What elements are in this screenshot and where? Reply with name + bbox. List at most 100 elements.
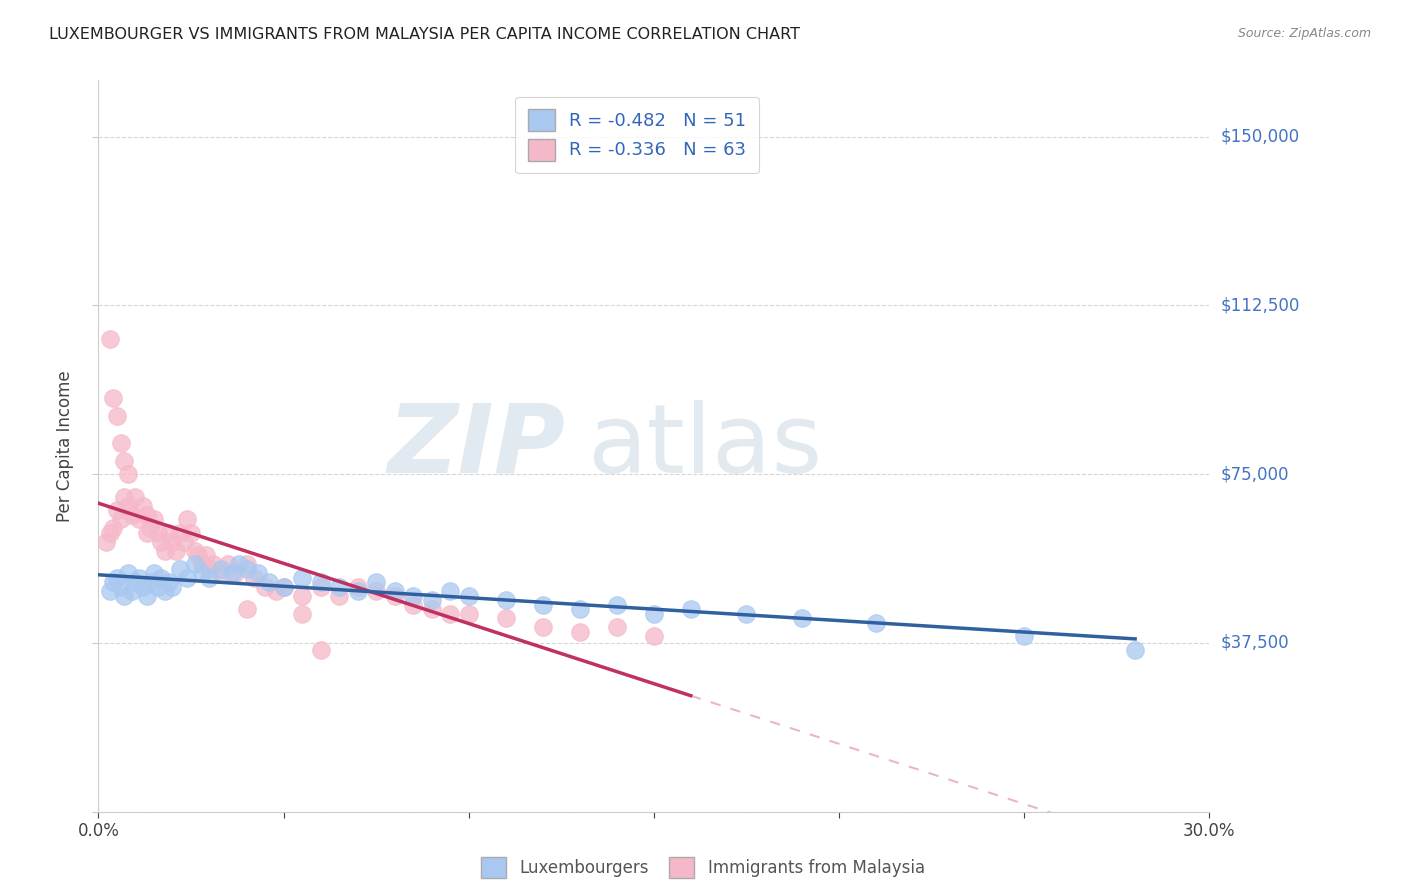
Point xyxy=(235,602,257,616)
Text: Source: ZipAtlas.com: Source: ZipAtlas.com xyxy=(1237,27,1371,40)
Point xyxy=(162,580,184,594)
Point xyxy=(146,580,169,594)
Point xyxy=(402,598,425,612)
Point xyxy=(135,589,157,603)
Point xyxy=(606,598,628,612)
Point xyxy=(243,571,266,585)
Point xyxy=(180,525,202,540)
Point xyxy=(94,534,117,549)
Point xyxy=(384,584,406,599)
Point xyxy=(135,525,157,540)
Point xyxy=(328,580,350,594)
Point xyxy=(105,409,128,423)
Point xyxy=(121,584,143,599)
Point xyxy=(117,467,139,482)
Point xyxy=(790,611,813,625)
Point xyxy=(150,534,173,549)
Point xyxy=(224,566,246,581)
Point xyxy=(110,580,132,594)
Point xyxy=(153,543,176,558)
Point xyxy=(191,566,214,581)
Point xyxy=(865,615,887,630)
Legend: R = -0.482   N = 51, R = -0.336   N = 63: R = -0.482 N = 51, R = -0.336 N = 63 xyxy=(515,96,759,173)
Point xyxy=(235,562,257,576)
Point xyxy=(568,602,591,616)
Point xyxy=(157,575,180,590)
Point xyxy=(128,512,150,526)
Text: $37,500: $37,500 xyxy=(1220,634,1289,652)
Point xyxy=(124,490,146,504)
Point xyxy=(191,557,214,571)
Point xyxy=(139,575,162,590)
Point xyxy=(264,584,287,599)
Point xyxy=(366,575,388,590)
Point xyxy=(165,543,187,558)
Point xyxy=(273,580,295,594)
Point xyxy=(169,562,191,576)
Point xyxy=(568,624,591,639)
Point xyxy=(103,521,125,535)
Point xyxy=(183,557,205,571)
Point xyxy=(291,607,314,621)
Point xyxy=(198,562,221,576)
Point xyxy=(457,607,479,621)
Point xyxy=(110,435,132,450)
Point xyxy=(128,571,150,585)
Point xyxy=(235,557,257,571)
Point xyxy=(153,584,176,599)
Point xyxy=(183,543,205,558)
Point xyxy=(346,580,368,594)
Legend: Luxembourgers, Immigrants from Malaysia: Luxembourgers, Immigrants from Malaysia xyxy=(475,851,931,884)
Point xyxy=(117,566,139,581)
Point xyxy=(309,642,332,657)
Point xyxy=(735,607,758,621)
Point xyxy=(124,575,146,590)
Point xyxy=(1012,629,1035,643)
Point xyxy=(110,512,132,526)
Point xyxy=(98,584,121,599)
Point xyxy=(228,557,250,571)
Point xyxy=(420,602,443,616)
Point xyxy=(173,534,195,549)
Point xyxy=(187,548,209,562)
Y-axis label: Per Capita Income: Per Capita Income xyxy=(56,370,75,522)
Point xyxy=(495,593,517,607)
Point xyxy=(531,620,554,634)
Point xyxy=(117,499,139,513)
Point xyxy=(103,575,125,590)
Point xyxy=(143,512,166,526)
Point xyxy=(143,566,166,581)
Point xyxy=(209,566,232,581)
Point xyxy=(309,575,332,590)
Point xyxy=(198,571,221,585)
Point xyxy=(273,580,295,594)
Point xyxy=(309,580,332,594)
Text: $75,000: $75,000 xyxy=(1220,465,1289,483)
Point xyxy=(221,566,243,581)
Point xyxy=(253,580,276,594)
Point xyxy=(135,508,157,522)
Point xyxy=(291,589,314,603)
Point xyxy=(157,525,180,540)
Point xyxy=(98,332,121,346)
Point xyxy=(139,521,162,535)
Point xyxy=(209,562,232,576)
Point xyxy=(132,580,155,594)
Point xyxy=(457,589,479,603)
Point xyxy=(346,584,368,599)
Point xyxy=(112,589,135,603)
Text: ZIP: ZIP xyxy=(387,400,565,492)
Point xyxy=(176,512,198,526)
Point xyxy=(169,525,191,540)
Point xyxy=(643,629,665,643)
Point xyxy=(439,607,461,621)
Point xyxy=(328,589,350,603)
Text: LUXEMBOURGER VS IMMIGRANTS FROM MALAYSIA PER CAPITA INCOME CORRELATION CHART: LUXEMBOURGER VS IMMIGRANTS FROM MALAYSIA… xyxy=(49,27,800,42)
Point xyxy=(420,593,443,607)
Point xyxy=(606,620,628,634)
Point xyxy=(150,571,173,585)
Point xyxy=(495,611,517,625)
Point xyxy=(217,557,239,571)
Point xyxy=(257,575,280,590)
Point xyxy=(402,589,425,603)
